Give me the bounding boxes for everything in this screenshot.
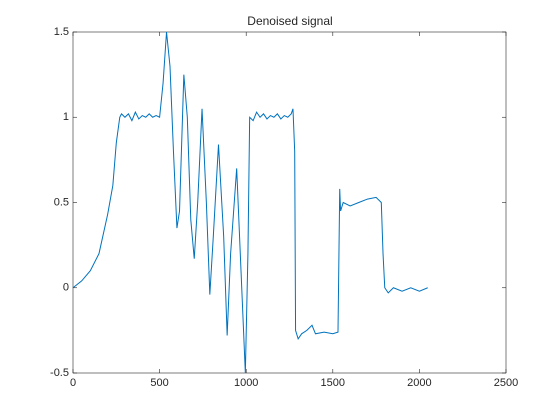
y-tick-label: 0 bbox=[63, 282, 69, 294]
x-tick-label: 1500 bbox=[321, 377, 345, 389]
y-tick-label: -0.5 bbox=[50, 367, 69, 379]
x-tick-label: 2500 bbox=[494, 377, 518, 389]
x-tick-label: 1000 bbox=[234, 377, 258, 389]
y-tick-label: 1 bbox=[63, 111, 69, 123]
axes-box bbox=[72, 31, 507, 374]
line bbox=[72, 31, 428, 374]
x-tick-label: 0 bbox=[70, 377, 76, 389]
chart-title: Denoised signal bbox=[247, 14, 332, 28]
x-tick-label: 500 bbox=[150, 377, 168, 389]
y-tick-label: 1.5 bbox=[54, 26, 69, 38]
x-tick-label: 2000 bbox=[407, 377, 431, 389]
y-tick-label: 0.5 bbox=[54, 196, 69, 208]
